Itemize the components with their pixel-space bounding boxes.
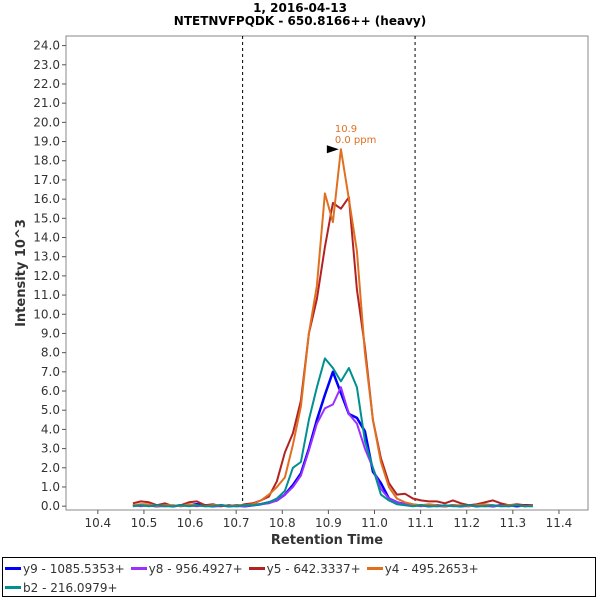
peak-annotation: 0.0 ppm xyxy=(335,135,377,146)
legend-swatch xyxy=(5,586,21,589)
legend-swatch xyxy=(130,567,147,570)
x-tick-label: 10.9 xyxy=(315,516,342,530)
y-tick-label: 11.0 xyxy=(33,288,60,302)
y-tick-label: 18.0 xyxy=(33,154,60,168)
y-tick-label: 21.0 xyxy=(33,96,60,110)
legend-swatch xyxy=(366,567,383,570)
y-tick-label: 20.0 xyxy=(33,115,60,129)
y-tick-label: 9.0 xyxy=(41,326,60,340)
legend-label: b2 - 216.0979+ xyxy=(23,580,118,595)
legend-item: b2 - 216.0979+ xyxy=(5,578,118,597)
y-tick-label: 15.0 xyxy=(33,211,60,225)
y-tick-label: 8.0 xyxy=(41,346,60,360)
y-tick-label: 16.0 xyxy=(33,192,60,206)
plot-area xyxy=(65,35,589,511)
legend-swatch xyxy=(5,567,21,570)
legend-label: y4 - 495.2653+ xyxy=(384,561,479,576)
y-tick-label: 4.0 xyxy=(41,422,60,436)
y-tick-label: 7.0 xyxy=(41,365,60,379)
peak-arrow-icon xyxy=(326,145,339,154)
y-tick-label: 3.0 xyxy=(41,442,60,456)
y-tick-label: 12.0 xyxy=(33,269,60,283)
y-tick-label: 5.0 xyxy=(41,403,60,417)
y-tick-label: 24.0 xyxy=(33,39,60,53)
chart-subtitle: NTETNVFPQDK - 650.8166++ (heavy) xyxy=(173,14,427,28)
y-tick-label: 1.0 xyxy=(41,480,60,494)
legend-item: y5 - 642.3337+ xyxy=(248,559,361,578)
y-tick-label: 13.0 xyxy=(33,250,60,264)
legend-label: y5 - 642.3337+ xyxy=(266,561,361,576)
legend: y9 - 1085.5353+ y8 - 956.4927+ y5 - 642.33… xyxy=(2,557,596,597)
y-tick-label: 22.0 xyxy=(33,77,60,91)
y-tick-label: 19.0 xyxy=(33,135,60,149)
legend-item: y4 - 495.2653+ xyxy=(366,559,479,578)
y-axis-label: Intensity 10^3 xyxy=(14,219,29,327)
chromatogram-chart: 0.0 1.0 2.0 3.0 4.0 5.0 6.0 7.0 8.0 9.0 10.0 11.0 12… xyxy=(14,35,589,548)
x-tick-label: 11.1 xyxy=(407,516,434,530)
x-tick-label: 10.8 xyxy=(269,516,296,530)
x-tick-label: 11.2 xyxy=(453,516,480,530)
legend-item: y8 - 956.4927+ xyxy=(130,559,243,578)
x-tick-label: 11.3 xyxy=(499,516,526,530)
y-tick-label: 0.0 xyxy=(41,499,60,513)
x-tick-label: 10.6 xyxy=(177,516,204,530)
x-tick-label: 10.7 xyxy=(223,516,250,530)
chart-title: 1, 2016-04-13 xyxy=(253,1,347,15)
peak-annotation: 10.9 xyxy=(335,124,357,135)
x-tick-label: 11.0 xyxy=(361,516,388,530)
x-tick-label: 10.5 xyxy=(131,516,158,530)
y-tick-label: 23.0 xyxy=(33,58,60,72)
legend-label: y8 - 956.4927+ xyxy=(148,561,243,576)
y-tick-label: 10.0 xyxy=(33,307,60,321)
legend-label: y9 - 1085.5353+ xyxy=(23,561,125,576)
series-line-b2 xyxy=(132,357,533,508)
y-tick-label: 6.0 xyxy=(41,384,60,398)
x-tick-label: 10.4 xyxy=(84,516,111,530)
y-tick-label: 17.0 xyxy=(33,173,60,187)
x-tick-label: 11.4 xyxy=(546,516,573,530)
y-tick-label: 14.0 xyxy=(33,230,60,244)
legend-item: y9 - 1085.5353+ xyxy=(5,559,125,578)
y-tick-label: 2.0 xyxy=(41,461,60,475)
legend-swatch xyxy=(248,567,265,570)
x-axis-label: Retention Time xyxy=(271,533,383,548)
